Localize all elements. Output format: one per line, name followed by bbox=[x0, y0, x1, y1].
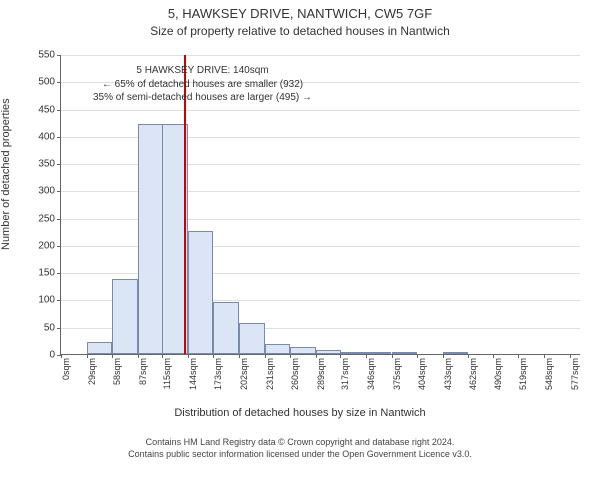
ytick-label: 500 bbox=[38, 77, 55, 88]
histogram-bar bbox=[188, 231, 214, 354]
ytick-mark bbox=[57, 246, 61, 247]
xtick-label: 346sqm bbox=[366, 358, 376, 390]
xtick-label: 173sqm bbox=[213, 358, 223, 390]
xtick-label: 29sqm bbox=[87, 358, 97, 385]
ytick-label: 50 bbox=[44, 322, 55, 333]
ytick-mark bbox=[57, 164, 61, 165]
histogram-bar bbox=[366, 352, 392, 354]
xtick-label: 548sqm bbox=[544, 358, 554, 390]
xtick-label: 231sqm bbox=[265, 358, 275, 390]
ytick-mark bbox=[57, 328, 61, 329]
xtick-label: 433sqm bbox=[443, 358, 453, 390]
xtick-label: 144sqm bbox=[188, 358, 198, 390]
histogram-bar bbox=[340, 352, 366, 354]
annotation-box: 5 HAWKSEY DRIVE: 140sqm ← 65% of detache… bbox=[75, 62, 330, 107]
ytick-label: 250 bbox=[38, 213, 55, 224]
y-axis-label: Number of detached properties bbox=[0, 98, 12, 250]
histogram-bar bbox=[213, 302, 239, 354]
xtick-label: 58sqm bbox=[112, 358, 122, 385]
annotation-line-2: ← 65% of detached houses are smaller (93… bbox=[75, 78, 330, 92]
ytick-label: 350 bbox=[38, 159, 55, 170]
footer-line-2: Contains public sector information licen… bbox=[0, 449, 600, 461]
ytick-mark bbox=[57, 137, 61, 138]
xtick-label: 519sqm bbox=[518, 358, 528, 390]
histogram-bar bbox=[239, 323, 265, 354]
ytick-mark bbox=[57, 110, 61, 111]
ytick-label: 550 bbox=[38, 50, 55, 61]
x-axis-label: Distribution of detached houses by size … bbox=[0, 407, 600, 419]
xtick-label: 317sqm bbox=[340, 358, 350, 390]
ytick-mark bbox=[57, 55, 61, 56]
histogram-bar bbox=[392, 352, 418, 354]
xtick-label: 115sqm bbox=[162, 358, 172, 389]
ytick-label: 150 bbox=[38, 268, 55, 279]
chart-container: 5, HAWKSEY DRIVE, NANTWICH, CW5 7GF Size… bbox=[0, 0, 600, 500]
chart-title: 5, HAWKSEY DRIVE, NANTWICH, CW5 7GF bbox=[0, 6, 600, 21]
xtick-label: 404sqm bbox=[417, 358, 427, 390]
histogram-bar bbox=[443, 352, 469, 354]
xtick-label: 87sqm bbox=[138, 358, 148, 385]
histogram-bar bbox=[316, 350, 342, 354]
xtick-label: 577sqm bbox=[570, 358, 580, 390]
ytick-label: 450 bbox=[38, 104, 55, 115]
xtick-label: 490sqm bbox=[493, 358, 503, 390]
ytick-mark bbox=[57, 273, 61, 274]
ytick-mark bbox=[57, 300, 61, 301]
attribution-footer: Contains HM Land Registry data © Crown c… bbox=[0, 437, 600, 460]
ytick-label: 200 bbox=[38, 240, 55, 251]
ytick-label: 300 bbox=[38, 186, 55, 197]
xtick-label: 0sqm bbox=[61, 358, 71, 380]
ytick-label: 400 bbox=[38, 131, 55, 142]
histogram-bar bbox=[87, 342, 113, 354]
histogram-bar bbox=[290, 347, 316, 354]
xtick-label: 462sqm bbox=[468, 358, 478, 390]
histogram-bar bbox=[112, 279, 138, 354]
ytick-mark bbox=[57, 191, 61, 192]
chart-subtitle: Size of property relative to detached ho… bbox=[0, 24, 600, 38]
xtick-label: 202sqm bbox=[239, 358, 249, 390]
footer-line-1: Contains HM Land Registry data © Crown c… bbox=[0, 437, 600, 449]
annotation-line-3: 35% of semi-detached houses are larger (… bbox=[75, 91, 330, 105]
xtick-label: 260sqm bbox=[290, 358, 300, 390]
ytick-label: 100 bbox=[38, 295, 55, 306]
xtick-label: 289sqm bbox=[316, 358, 326, 390]
histogram-bar bbox=[138, 124, 164, 354]
ytick-mark bbox=[57, 219, 61, 220]
ytick-label: 0 bbox=[49, 350, 55, 361]
histogram-bar bbox=[265, 344, 291, 354]
xtick-label: 375sqm bbox=[392, 358, 402, 390]
ytick-mark bbox=[57, 82, 61, 83]
annotation-line-1: 5 HAWKSEY DRIVE: 140sqm bbox=[75, 64, 330, 78]
